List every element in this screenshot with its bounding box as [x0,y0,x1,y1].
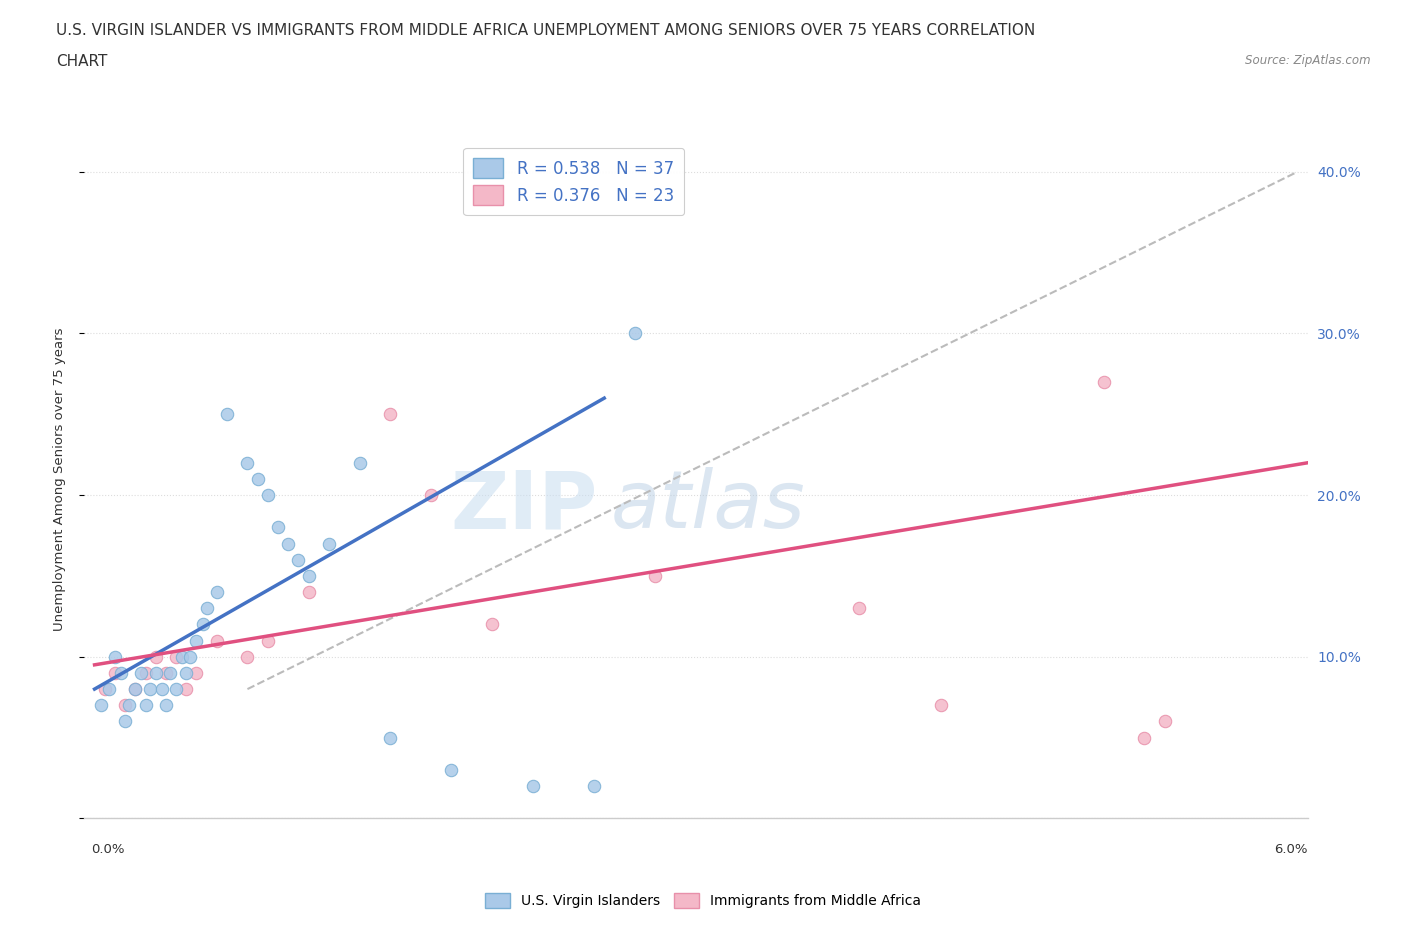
Point [236,649,259,664]
Point [131,666,153,681]
Point [929,698,952,712]
Point [318,537,340,551]
Point [159,666,181,681]
Point [135,698,157,712]
Point [1133,730,1156,745]
Point [848,601,870,616]
Point [90,698,112,712]
Text: Source: ZipAtlas.com: Source: ZipAtlas.com [1246,54,1371,67]
Point [97,682,120,697]
Point [145,649,167,664]
Point [267,520,290,535]
Point [440,763,463,777]
Point [104,666,127,681]
Legend: R = 0.538   N = 37, R = 0.376   N = 23: R = 0.538 N = 37, R = 0.376 N = 23 [464,148,683,215]
Point [205,633,228,648]
Point [420,487,443,502]
Point [205,585,228,600]
Point [174,682,197,697]
Point [93,682,117,697]
Point [110,666,132,681]
Point [287,552,309,567]
Point [277,537,299,551]
Point [644,568,666,583]
Point [246,472,269,486]
Point [236,456,259,471]
Point [179,649,201,664]
Point [217,406,239,421]
Point [186,666,208,681]
Legend: U.S. Virgin Islanders, Immigrants from Middle Africa: U.S. Virgin Islanders, Immigrants from M… [479,888,927,914]
Point [380,730,402,745]
Point [191,617,214,631]
Point [481,617,503,631]
Text: 6.0%: 6.0% [1274,843,1308,856]
Point [380,406,402,421]
Point [174,666,197,681]
Point [118,698,141,712]
Point [1154,714,1177,729]
Y-axis label: Unemployment Among Seniors over 75 years: Unemployment Among Seniors over 75 years [53,327,66,631]
Point [145,666,167,681]
Point [155,666,177,681]
Text: atlas: atlas [610,467,806,545]
Point [522,778,544,793]
Point [124,682,146,697]
Point [195,601,218,616]
Point [114,698,136,712]
Text: 0.0%: 0.0% [91,843,125,856]
Point [114,714,136,729]
Point [257,633,280,648]
Point [124,682,146,697]
Point [298,568,321,583]
Point [257,487,280,502]
Point [155,698,177,712]
Point [583,778,606,793]
Point [165,682,187,697]
Text: ZIP: ZIP [451,467,598,545]
Point [165,649,187,664]
Point [186,633,208,648]
Point [1092,375,1115,390]
Point [349,456,371,471]
Point [172,649,194,664]
Point [150,682,173,697]
Point [298,585,321,600]
Point [138,682,160,697]
Text: CHART: CHART [56,54,108,69]
Text: U.S. VIRGIN ISLANDER VS IMMIGRANTS FROM MIDDLE AFRICA UNEMPLOYMENT AMONG SENIORS: U.S. VIRGIN ISLANDER VS IMMIGRANTS FROM … [56,23,1035,38]
Point [135,666,157,681]
Point [104,649,127,664]
Point [624,326,647,341]
